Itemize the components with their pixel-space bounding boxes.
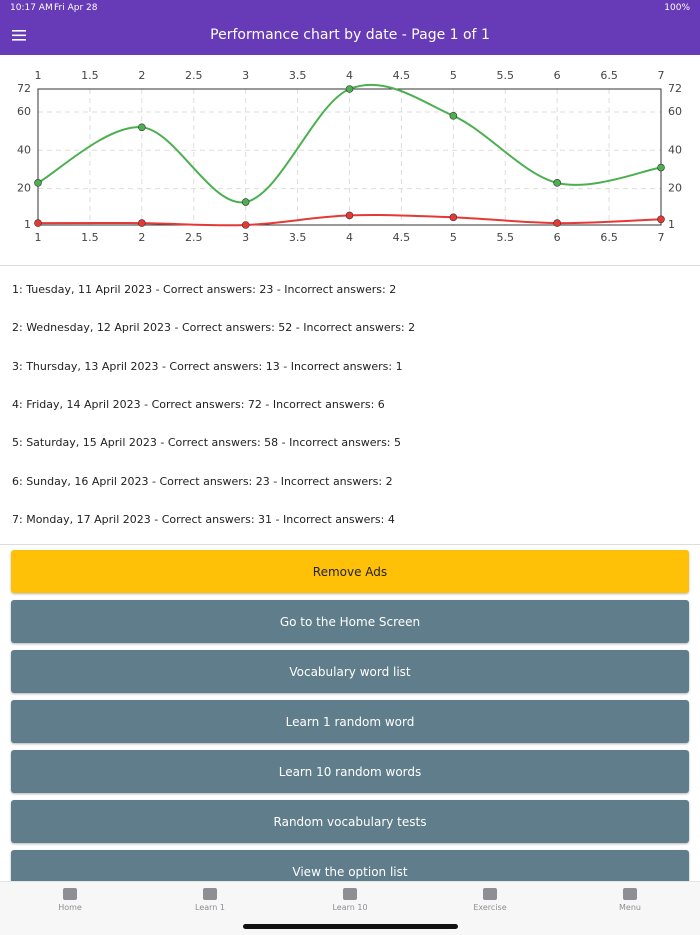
x-tick-label: 3.5: [289, 231, 307, 244]
tab-label: Learn 1: [195, 903, 225, 912]
y-tick-label: 60: [668, 105, 682, 118]
x-tick-label: 3: [242, 231, 249, 244]
y-tick-label: 40: [17, 143, 31, 156]
y-tick-label: 1: [668, 218, 675, 231]
data-point: [138, 123, 146, 132]
data-point: [657, 163, 665, 172]
data-point: [553, 219, 561, 227]
x-tick-label: 5.5: [497, 69, 515, 82]
data-point: [34, 179, 42, 187]
tab[interactable]: Menu: [560, 888, 700, 912]
y-tick-label: 72: [668, 82, 682, 95]
x-tick-label: 2.5: [185, 69, 203, 82]
button[interactable]: Vocabulary word list: [11, 650, 689, 693]
menu-icon[interactable]: [12, 30, 26, 41]
data-point: [345, 85, 354, 93]
x-tick-label: 2.5: [185, 231, 203, 244]
data-point: [553, 179, 561, 187]
y-tick-label: 60: [17, 105, 31, 118]
page-title: Performance chart by date - Page 1 of 1: [210, 27, 490, 43]
x-tick-label: 6.5: [600, 231, 618, 244]
data-point: [449, 112, 458, 120]
data-point: [241, 221, 250, 229]
x-tick-label: 1.5: [81, 231, 99, 244]
x-tick-label: 6: [554, 231, 561, 244]
tab-label: Learn 10: [332, 903, 368, 912]
tab[interactable]: Exercise: [420, 888, 560, 912]
app-bar: 10:17 AM Fri Apr 28 100% Performance cha…: [0, 0, 700, 55]
x-tick-label: 1: [35, 231, 42, 244]
button[interactable]: Remove Ads: [11, 550, 689, 593]
x-tick-label: 4: [346, 69, 353, 82]
x-tick-label: 4.5: [393, 69, 411, 82]
x-tick-label: 1: [35, 69, 42, 82]
entry-text: 6: Sunday, 16 April 2023 - Correct answe…: [12, 474, 393, 488]
tab-icon: [343, 888, 357, 900]
x-tick-label: 2: [138, 231, 145, 244]
data-point: [138, 219, 146, 227]
x-tick-label: 2: [138, 69, 145, 82]
y-tick-label: 1: [24, 218, 31, 231]
y-tick-label: 20: [17, 182, 31, 195]
entry-text: 1: Tuesday, 11 April 2023 - Correct answ…: [12, 283, 397, 296]
x-tick-label: 6.5: [600, 69, 618, 82]
status-battery: 100%: [664, 3, 690, 13]
x-tick-label: 7: [658, 231, 665, 244]
data-point: [345, 211, 354, 220]
x-tick-label: 5.5: [497, 231, 515, 244]
tab-label: Exercise: [473, 903, 507, 912]
tab[interactable]: Home: [0, 888, 140, 912]
data-point: [241, 198, 250, 206]
data-point: [657, 215, 665, 224]
x-tick-label: 5: [450, 231, 457, 244]
x-tick-label: 6: [554, 69, 561, 82]
x-tick-label: 1.5: [81, 69, 99, 82]
button[interactable]: Learn 1 random word: [11, 700, 689, 743]
y-tick-label: 20: [668, 182, 682, 195]
data-point: [449, 213, 458, 222]
tab-icon: [203, 888, 217, 900]
y-tick-label: 40: [668, 143, 682, 156]
divider: [0, 544, 700, 545]
tab[interactable]: Learn 10: [280, 888, 420, 912]
x-tick-label: 7: [658, 69, 665, 82]
x-tick-label: 3.5: [289, 69, 307, 82]
status-time: 10:17 AM: [10, 3, 53, 13]
tab-label: Menu: [619, 903, 641, 912]
tab-icon: [63, 888, 77, 900]
entry-text: 5: Saturday, 15 April 2023 - Correct ans…: [12, 436, 402, 450]
entry-text: 2: Wednesday, 12 April 2023 - Correct an…: [12, 321, 416, 335]
x-tick-label: 5: [450, 69, 457, 82]
x-tick-label: 3: [242, 69, 249, 82]
tab-icon: [623, 888, 637, 900]
divider: [0, 265, 700, 266]
tab-label: Home: [58, 903, 82, 912]
status-date: Fri Apr 28: [54, 3, 98, 13]
button[interactable]: Learn 10 random words: [11, 750, 689, 793]
y-tick-label: 72: [17, 82, 31, 95]
x-tick-label: 4: [346, 231, 353, 244]
entry-text: 7: Monday, 17 April 2023 - Correct answe…: [12, 512, 395, 526]
chart: 111.51.5222.52.5333.53.5444.54.5555.55.5…: [17, 69, 682, 244]
entry-text: 3: Thursday, 13 April 2023 - Correct ans…: [12, 359, 403, 373]
x-tick-label: 4.5: [393, 231, 411, 244]
button[interactable]: Go to the Home Screen: [11, 600, 689, 643]
tab-icon: [483, 888, 497, 900]
tab[interactable]: Learn 1: [140, 888, 280, 912]
button[interactable]: Random vocabulary tests: [11, 800, 689, 843]
entry-text: 4: Friday, 14 April 2023 - Correct answe…: [12, 397, 385, 411]
home-indicator: [243, 924, 458, 929]
data-point: [34, 219, 42, 227]
